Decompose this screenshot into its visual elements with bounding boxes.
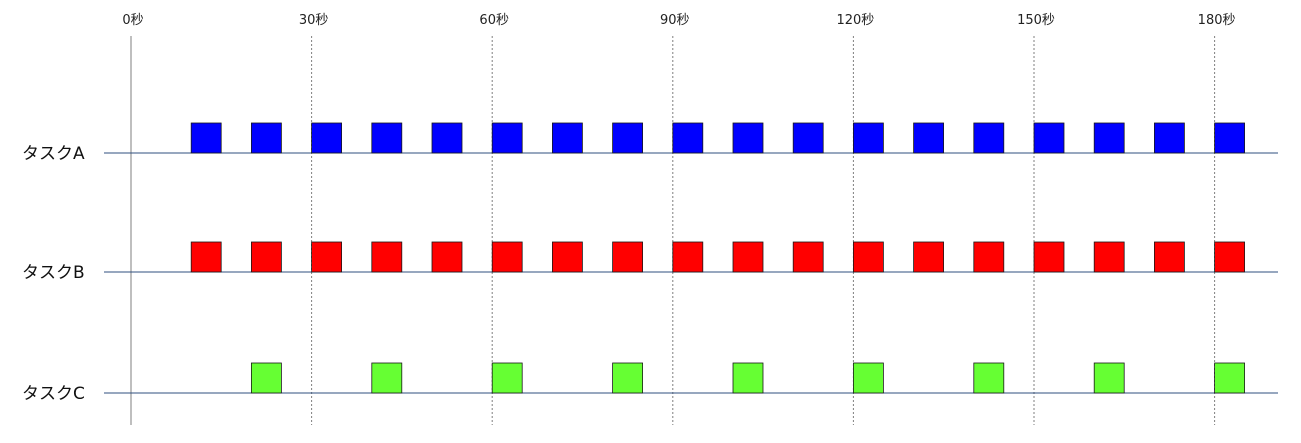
task-block-1-13 — [913, 122, 944, 154]
tick-label-30: 30秒 — [299, 13, 329, 28]
task-block-1-8 — [612, 122, 643, 154]
task-block-2-10 — [732, 241, 764, 273]
task-block-2-15 — [1033, 241, 1065, 273]
task-block-3-7 — [973, 362, 1005, 394]
task-block-3-9 — [1214, 362, 1245, 394]
task-block-2-9 — [672, 241, 704, 273]
task-block-1-18 — [1214, 122, 1245, 154]
task-block-1-1 — [190, 122, 222, 154]
task-block-1-3 — [311, 122, 343, 154]
row-label-3: タスクC — [22, 384, 85, 404]
task-block-2-6 — [491, 241, 523, 273]
task-block-2-8 — [612, 241, 643, 273]
task-block-2-7 — [552, 241, 583, 273]
task-block-2-4 — [371, 241, 403, 273]
task-block-1-6 — [491, 122, 523, 154]
task-block-3-8 — [1093, 362, 1125, 394]
task-block-1-9 — [672, 122, 704, 154]
tick-label-90: 90秒 — [660, 13, 690, 28]
row-label-2: タスクB — [22, 263, 85, 283]
tick-label-120: 120秒 — [836, 13, 874, 28]
task-block-3-3 — [491, 362, 523, 394]
task-block-2-13 — [913, 241, 944, 273]
tick-label-180: 180秒 — [1198, 13, 1236, 28]
task-block-2-16 — [1093, 241, 1125, 273]
task-block-3-5 — [732, 362, 764, 394]
task-block-2-18 — [1214, 241, 1245, 273]
task-block-1-10 — [732, 122, 764, 154]
task-block-3-1 — [250, 362, 282, 394]
task-block-3-2 — [371, 362, 403, 394]
task-block-2-1 — [190, 241, 222, 273]
task-block-1-17 — [1154, 122, 1185, 154]
task-block-1-2 — [250, 122, 282, 154]
tick-label-150: 150秒 — [1017, 13, 1055, 28]
task-block-1-4 — [371, 122, 403, 154]
task-block-2-3 — [311, 241, 343, 273]
task-block-1-12 — [853, 122, 884, 154]
task-block-1-7 — [552, 122, 583, 154]
task-block-2-2 — [250, 241, 282, 273]
task-block-1-5 — [431, 122, 463, 154]
tick-label-60: 60秒 — [479, 13, 509, 28]
task-block-1-15 — [1033, 122, 1065, 154]
task-block-2-5 — [431, 241, 463, 273]
task-block-2-14 — [973, 241, 1005, 273]
row-label-1: タスクA — [22, 144, 85, 164]
task-block-1-14 — [973, 122, 1005, 154]
task-block-2-17 — [1154, 241, 1185, 273]
task-block-1-16 — [1093, 122, 1125, 154]
task-block-3-4 — [612, 362, 643, 394]
task-block-2-11 — [792, 241, 824, 273]
task-block-2-12 — [853, 241, 884, 273]
task-block-1-11 — [792, 122, 824, 154]
task-block-3-6 — [853, 362, 884, 394]
tick-label-0: 0秒 — [122, 13, 143, 28]
